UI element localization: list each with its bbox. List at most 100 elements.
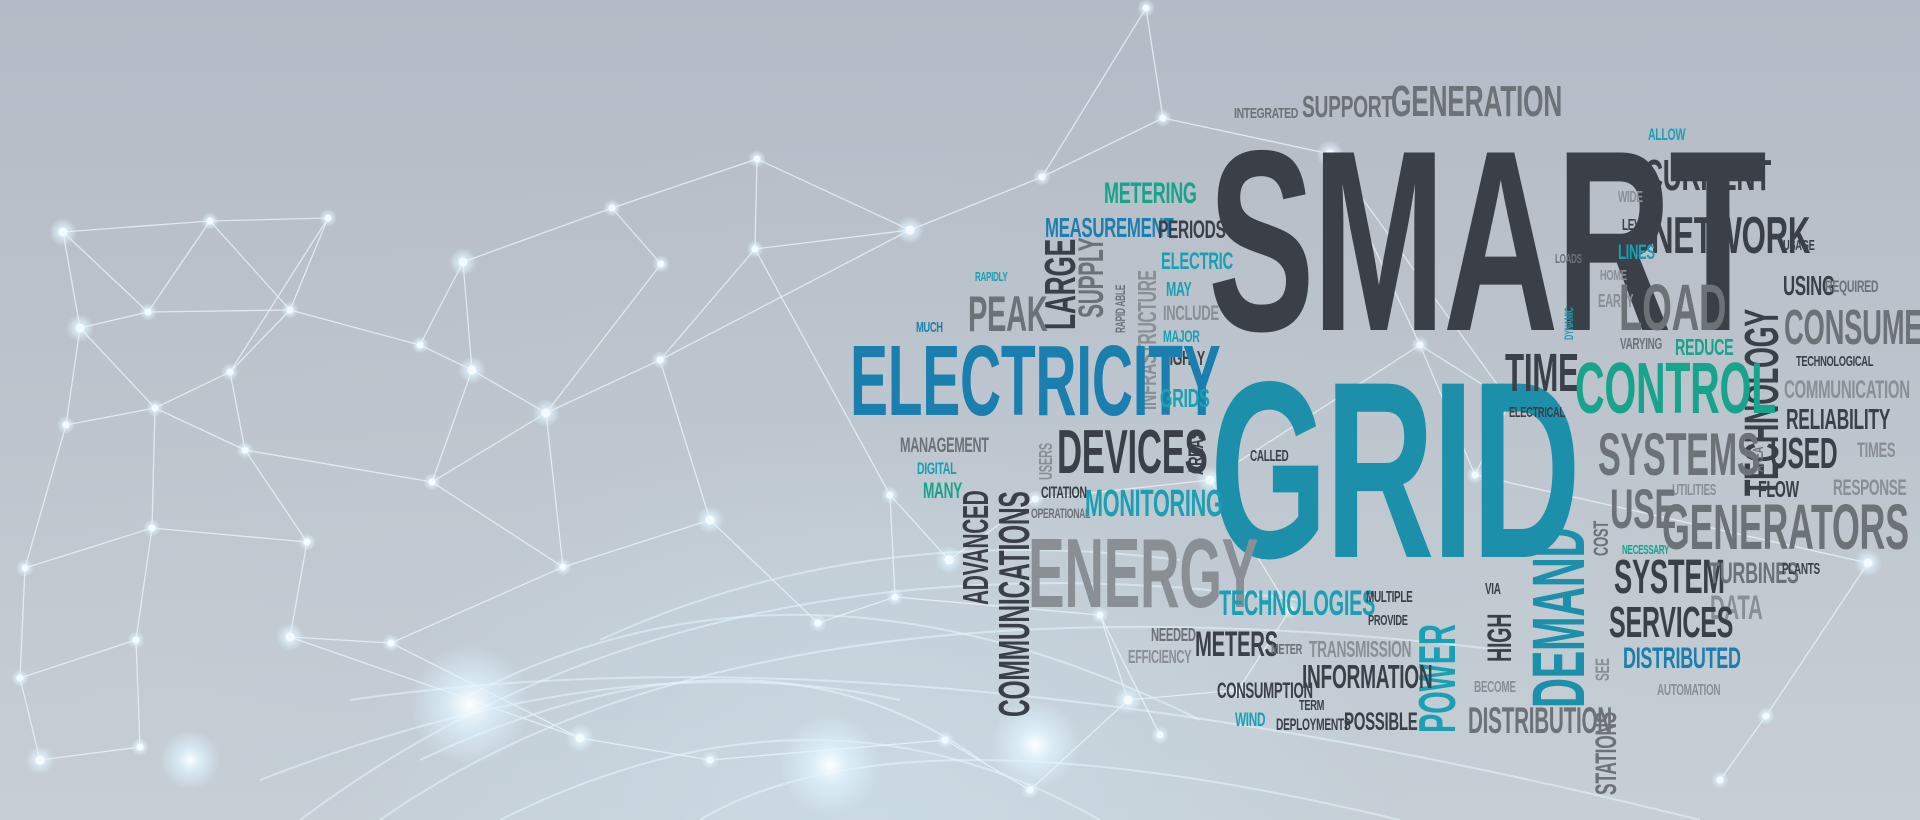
word-systems: SYSTEMS (1598, 421, 1760, 488)
network-node (1471, 471, 1479, 479)
network-line (909, 176, 1043, 231)
word-plants: PLANTS (1782, 561, 1820, 578)
word-allow: ALLOW (1648, 125, 1686, 144)
word-varying: VARYING (1620, 336, 1662, 353)
word-turbines: TURBINES (1709, 557, 1799, 590)
word-loads: LOADS (1555, 251, 1582, 266)
network-line (65, 327, 81, 426)
word-used: USED (1770, 429, 1838, 478)
network-node (416, 341, 424, 349)
word-periods: PERIODS (1158, 216, 1226, 244)
network-node (608, 204, 616, 212)
network-line (135, 527, 153, 641)
network-line (1162, 117, 1331, 155)
word-transmission: TRANSMISSION (1309, 636, 1412, 662)
network-node (148, 524, 156, 532)
network-node (1325, 149, 1335, 159)
word-usage: USAGE (1783, 237, 1815, 254)
network-line (24, 424, 67, 569)
network-node (241, 446, 249, 454)
word-current: CURRENT (1644, 151, 1771, 200)
network-line (244, 449, 308, 543)
network-node (705, 515, 715, 525)
network-line (545, 359, 661, 414)
network-line (79, 327, 156, 409)
network-line (1329, 153, 1511, 403)
network-line (471, 369, 547, 414)
network-node (428, 478, 436, 486)
word-management: MANAGEMENT (900, 434, 989, 457)
network-line (62, 220, 211, 233)
word-consumers: CONSUMERS (1784, 301, 1920, 355)
word-wide: WIDE (1618, 189, 1643, 206)
word-using: USING (1783, 270, 1835, 301)
network-line (62, 231, 81, 329)
network-line (756, 158, 911, 231)
network-node (35, 755, 45, 765)
network-line (39, 746, 141, 761)
word-response: RESPONSE (1833, 475, 1907, 500)
network-line (1719, 715, 1767, 781)
network-node (206, 217, 214, 225)
network-node (886, 491, 894, 499)
network-node (387, 639, 395, 647)
network-line (209, 220, 291, 311)
network-node (541, 408, 551, 418)
word-called: CALLED (1250, 448, 1289, 465)
network-line (135, 639, 141, 748)
network-line (754, 158, 758, 250)
word-include: INCLUDE (1163, 302, 1219, 325)
network-node (891, 593, 899, 601)
network-line (19, 567, 26, 679)
network-node (16, 674, 24, 682)
word-monitoring: MONITORING (1085, 483, 1223, 525)
network-line (1041, 117, 1164, 178)
word-advanced: ADVANCED (955, 490, 996, 605)
network-node (303, 538, 311, 546)
network-line (1474, 401, 1511, 476)
network-line (154, 371, 231, 409)
word-electricity: ELECTRICITY (850, 325, 1221, 437)
word-needed: NEEDED (1151, 625, 1196, 645)
network-line (754, 229, 911, 250)
network-node (656, 356, 664, 364)
network-line (147, 309, 291, 313)
word-users: USERS (1036, 443, 1056, 480)
network-node (941, 736, 949, 744)
network-line (289, 309, 421, 346)
network-node (814, 619, 822, 627)
word-operational: OPERATIONAL (1031, 505, 1091, 521)
network-node (905, 225, 915, 235)
network-node (1096, 611, 1104, 619)
network-line (611, 207, 662, 265)
light-flare (160, 730, 220, 790)
network-line (659, 229, 911, 361)
word-see: SEE (1593, 658, 1614, 681)
network-line (151, 527, 308, 543)
network-line (1237, 609, 1291, 691)
network-line (19, 639, 137, 679)
network-node (1031, 495, 1039, 503)
network-curve (699, 759, 1401, 820)
network-line (229, 371, 246, 451)
network-curve (259, 681, 901, 781)
network-line (431, 481, 564, 568)
word-metering: METERING (1104, 177, 1197, 210)
network-line (462, 261, 473, 371)
word-provide: PROVIDE (1368, 612, 1408, 629)
network-line (244, 449, 433, 483)
word-required: REQUIRED (1825, 277, 1879, 296)
network-line (419, 261, 464, 346)
word-generators: GENERATORS (1662, 491, 1909, 563)
word-highly: HIGHLY (1161, 348, 1205, 370)
network-node (1142, 4, 1150, 12)
word-may: MAY (1166, 279, 1192, 301)
word-lines: LINES (1618, 241, 1655, 264)
network-line (390, 566, 564, 644)
word-information: INFORMATION (1302, 658, 1433, 695)
network-node (151, 404, 159, 412)
word-level: LEVEL (1622, 217, 1653, 234)
word-much: MUCH (916, 319, 943, 336)
